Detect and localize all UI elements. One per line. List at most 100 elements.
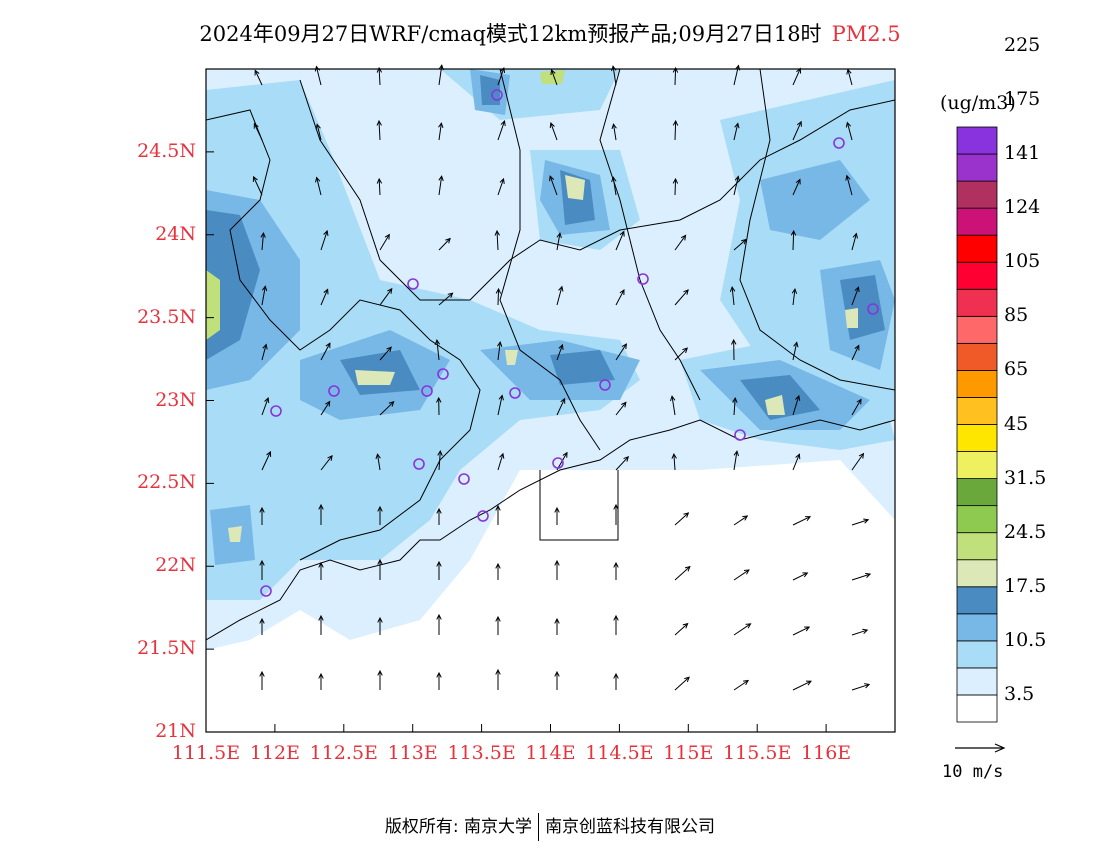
- wind-arrow: [674, 676, 690, 691]
- wind-arrowhead: [805, 516, 812, 521]
- wind-arrowhead: [386, 346, 392, 353]
- wind-arrowhead: [743, 569, 750, 575]
- wind-arrowhead: [862, 628, 869, 634]
- wind-arrowhead: [254, 69, 260, 76]
- colorbar-segment: [956, 586, 998, 615]
- wind-arrow: [378, 120, 381, 141]
- reference-wind-arrow: [955, 743, 1006, 753]
- wind-arrowhead: [314, 65, 321, 72]
- wind-arrowhead: [804, 626, 811, 632]
- wind-arrowhead: [315, 176, 321, 183]
- wind-arrowhead: [619, 230, 625, 237]
- wind-arrowhead: [670, 395, 676, 402]
- wind-arrow: [320, 342, 331, 361]
- wind-arrowhead: [252, 175, 258, 182]
- wind-arrowhead: [729, 286, 736, 292]
- station-marker: [477, 510, 489, 522]
- wind-arrowhead: [613, 614, 619, 621]
- wind-arrow: [261, 397, 269, 416]
- wind-arrow: [671, 396, 676, 416]
- colorbar-segment: [956, 667, 998, 696]
- wind-arrow: [731, 287, 735, 306]
- wind-arrowhead: [388, 401, 395, 407]
- wind-arrowhead: [613, 672, 619, 679]
- wind-arrowhead: [438, 122, 444, 129]
- wind-arrowhead: [796, 120, 802, 127]
- wind-arrowhead: [802, 572, 809, 578]
- axis-ticks: [205, 151, 827, 733]
- lat-label: 24.5N: [137, 139, 196, 162]
- colorbar-segment: [956, 315, 998, 344]
- lat-label: 22.5N: [137, 471, 196, 494]
- wind-arrowhead: [445, 237, 451, 244]
- footer-right: 南京创蓝科技有限公司: [545, 817, 716, 837]
- wind-arrowhead: [259, 670, 265, 677]
- wind-arrowhead: [550, 68, 556, 75]
- wind-arrowhead: [554, 670, 560, 677]
- wind-arrow: [846, 122, 853, 141]
- wind-vectors: [252, 64, 872, 691]
- wind-arrowhead: [376, 119, 382, 126]
- lon-label: 116E: [801, 742, 852, 764]
- wind-arrowhead: [733, 450, 739, 457]
- wind-arrowhead: [611, 123, 617, 130]
- colorbar-label: 105: [1004, 250, 1041, 273]
- wind-arrow: [851, 683, 870, 691]
- wind-arrowhead: [436, 396, 442, 403]
- station-marker: [421, 385, 433, 397]
- wind-arrowhead: [327, 454, 333, 461]
- wind-arrowhead: [438, 175, 444, 182]
- wind-arrow: [497, 395, 503, 416]
- wind-arrowhead: [266, 450, 272, 457]
- wind-arrowhead: [743, 679, 750, 686]
- wind-arrow: [674, 623, 688, 636]
- colorbar-label: 141: [1004, 142, 1041, 165]
- colorbar-label: 65: [1004, 358, 1029, 381]
- wind-arrow: [378, 178, 381, 196]
- wind-arrowhead: [796, 67, 802, 74]
- wind-arrow: [261, 286, 266, 306]
- wind-arrowhead: [384, 233, 390, 240]
- wind-arrow: [851, 629, 868, 636]
- colorbar-label: 85: [1004, 304, 1029, 327]
- wind-arrow: [612, 177, 617, 196]
- wind-arrow: [792, 121, 802, 141]
- wind-arrowhead: [377, 669, 383, 676]
- wind-arrow: [733, 451, 738, 471]
- wind-arrow: [733, 398, 736, 416]
- wind-arrowhead: [621, 401, 627, 408]
- wind-arrowhead: [259, 617, 265, 624]
- wind-arrowhead: [864, 683, 871, 689]
- wind-arrow: [674, 566, 691, 581]
- wind-arrow: [320, 455, 333, 471]
- wind-arrow: [379, 288, 393, 306]
- wind-arrow: [549, 176, 558, 196]
- colorbar-segment: [956, 694, 998, 723]
- wind-arrow: [497, 67, 505, 86]
- wind-arrowhead: [434, 339, 441, 345]
- wind-arrowhead: [554, 506, 560, 513]
- wind-arrow: [851, 399, 862, 416]
- colorbar-label: 17.5: [1004, 574, 1047, 597]
- wind-arrowhead: [682, 622, 689, 629]
- wind-arrow: [851, 519, 869, 526]
- wind-arrowhead: [447, 292, 454, 299]
- colorbar-segment: [956, 180, 998, 209]
- wind-arrow: [436, 340, 440, 361]
- station-marker: [413, 458, 425, 470]
- wind-arrow: [847, 69, 853, 86]
- wind-arrow: [377, 454, 381, 471]
- wind-arrow: [438, 292, 453, 306]
- wind-arrowhead: [376, 66, 383, 73]
- colorbar-label: 3.5: [1004, 682, 1035, 705]
- wind-arrowhead: [253, 122, 259, 129]
- wind-arrowhead: [264, 397, 270, 404]
- wind-arrow: [674, 178, 677, 196]
- wind-arrowhead: [683, 512, 690, 518]
- wind-arrow: [674, 347, 688, 361]
- lon-label: 115.5E: [723, 742, 792, 764]
- wind-arrowhead: [671, 452, 677, 459]
- title-pollutant: PM2.5: [831, 22, 901, 46]
- wind-arrowhead: [846, 68, 852, 75]
- wind-arrow: [320, 230, 328, 251]
